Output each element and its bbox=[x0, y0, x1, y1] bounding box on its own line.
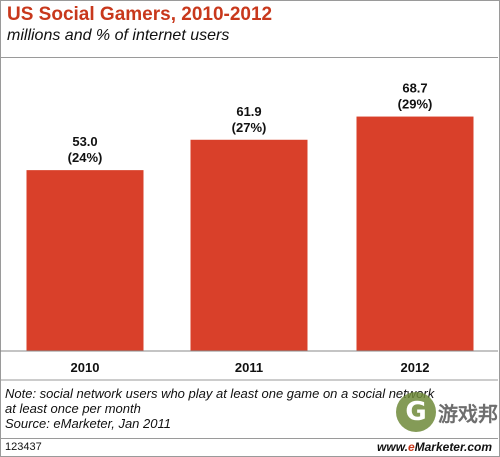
note-line-1: Note: social network users who play at l… bbox=[5, 386, 435, 401]
x-tick-label-2012: 2012 bbox=[401, 360, 430, 375]
brand-prefix: www. bbox=[377, 440, 408, 454]
footer-divider bbox=[0, 438, 498, 439]
chart-title: US Social Gamers, 2010-2012 bbox=[7, 4, 273, 25]
brand-e: e bbox=[407, 440, 415, 454]
percent-label-2012: (29%) bbox=[398, 97, 433, 112]
watermark-g-icon: G bbox=[396, 392, 436, 432]
bar-2012 bbox=[356, 116, 474, 351]
bar-chart: 53.0(24%) 2010 61.9(27%) 2011 68.7(29%) 2012 bbox=[0, 81, 498, 381]
watermark-logo: G 游戏邦 bbox=[396, 392, 498, 434]
brand-link[interactable]: www.eMarketer.com bbox=[377, 440, 492, 454]
value-label-2010: 53.0 bbox=[72, 134, 97, 149]
x-tick-label-2011: 2011 bbox=[235, 360, 263, 375]
note-line-2: at least once per month bbox=[5, 401, 141, 416]
watermark-text: 游戏邦 bbox=[438, 402, 498, 426]
chart-subtitle: millions and % of internet users bbox=[7, 27, 230, 44]
source-line: Source: eMarketer, Jan 2011 bbox=[5, 416, 171, 431]
bar-2010 bbox=[26, 170, 144, 351]
x-tick-label-2010: 2010 bbox=[71, 360, 100, 375]
value-label-2012: 68.7 bbox=[402, 81, 427, 96]
chart-id: 123437 bbox=[5, 441, 42, 453]
chart-note: Note: social network users who play at l… bbox=[5, 386, 500, 431]
bar-2011 bbox=[190, 139, 308, 351]
header-divider bbox=[0, 57, 498, 58]
value-label-2011: 61.9 bbox=[236, 104, 261, 119]
percent-label-2011: (27%) bbox=[232, 120, 267, 135]
brand-rest: Marketer.com bbox=[414, 440, 492, 454]
percent-label-2010: (24%) bbox=[68, 150, 103, 165]
